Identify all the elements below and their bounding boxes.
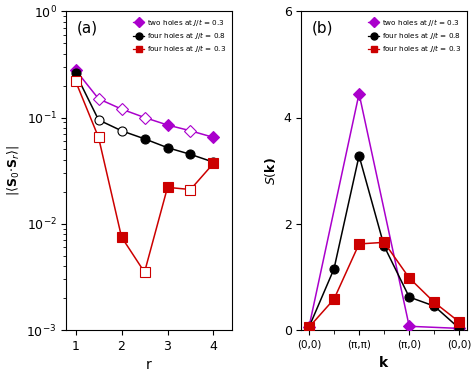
Y-axis label: $|\langle\mathbf{S}_0{\cdot}\mathbf{S}_r\rangle|$: $|\langle\mathbf{S}_0{\cdot}\mathbf{S}_r… <box>5 145 21 196</box>
X-axis label: $\bf{k}$: $\bf{k}$ <box>378 355 390 370</box>
Legend: two holes at $J/t$ = 0.3, four holes at $J/t$ = 0.8, four holes at $J/t$ = 0.3: two holes at $J/t$ = 0.3, four holes at … <box>366 15 463 57</box>
Text: (b): (b) <box>311 21 333 36</box>
Legend: two holes at $J/t$ = 0.3, four holes at $J/t$ = 0.8, four holes at $J/t$ = 0.3: two holes at $J/t$ = 0.3, four holes at … <box>131 15 228 57</box>
Y-axis label: $S(\bf{k})$: $S(\bf{k})$ <box>263 157 278 184</box>
Text: (a): (a) <box>76 21 98 36</box>
X-axis label: r: r <box>146 358 152 372</box>
